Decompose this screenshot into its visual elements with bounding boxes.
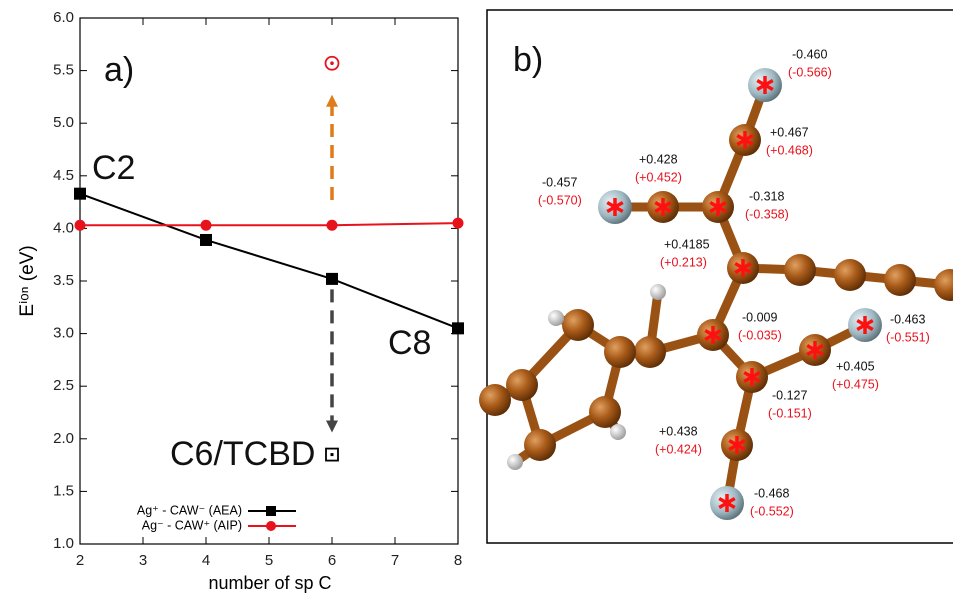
series-line [80, 223, 458, 225]
charge-neutral: +0.4185 [664, 237, 710, 251]
y-tick-label: 3.0 [53, 325, 74, 342]
panel-label: b) [513, 41, 543, 79]
atom [634, 336, 666, 368]
x-tick-label: 2 [76, 552, 84, 569]
extra-point [326, 57, 339, 70]
atom [479, 384, 511, 416]
figure: number of sp C Eⁱᵒⁿ (eV) b) 1.0 1.5 2.0 2.5… [0, 0, 953, 596]
y-tick-label: 6.0 [53, 9, 74, 26]
y-tick-label: 2.0 [53, 430, 74, 447]
charge-neutral: +0.438 [659, 424, 698, 438]
data-point [75, 220, 86, 231]
atom [604, 336, 636, 368]
extra-point [326, 449, 338, 461]
annotation: C8 [388, 324, 431, 362]
charge-ion: (-0.358) [745, 207, 789, 221]
charge-neutral: +0.405 [836, 359, 875, 373]
y-tick-label: 1.5 [53, 482, 74, 499]
annotation: C2 [92, 149, 135, 187]
legend-label: Ag⁻ - CAW⁺ (AIP) [142, 518, 242, 532]
charge-ion: (+0.213) [660, 255, 707, 269]
atom [507, 454, 523, 470]
charge-ion: (-0.551) [886, 330, 930, 344]
x-tick-label: 6 [328, 552, 336, 569]
atom [506, 369, 538, 401]
atom [650, 284, 666, 300]
legend-marker [266, 521, 276, 531]
data-point [200, 234, 212, 246]
charge-ion: (+0.452) [635, 170, 682, 184]
charge-neutral: -0.457 [542, 175, 577, 189]
y-tick-label: 5.5 [53, 62, 74, 79]
marker-dot [331, 453, 334, 456]
annotation: C6/TCBD [170, 435, 315, 473]
charge-ion: (-0.552) [750, 504, 794, 518]
atom [834, 259, 866, 291]
annotation: a) [104, 51, 134, 89]
charge-ion: (+0.424) [655, 442, 702, 456]
y-tick-label: 1.0 [53, 535, 74, 552]
atom [524, 429, 556, 461]
page: {"chart_data": {"type": "line", "x_label… [0, 0, 953, 596]
arrow-head [326, 420, 338, 432]
data-point [326, 273, 338, 285]
atom [562, 309, 594, 341]
y-axis-title: Eⁱᵒⁿ (eV) [17, 245, 38, 316]
charge-neutral: +0.467 [770, 125, 809, 139]
data-point [74, 188, 86, 200]
charge-neutral: -0.463 [890, 312, 925, 326]
series-line [80, 194, 458, 329]
charge-neutral: +0.428 [639, 152, 678, 166]
y-tick-label: 4.0 [53, 219, 74, 236]
x-tick-label: 8 [454, 552, 462, 569]
atom [548, 310, 564, 326]
x-axis-title: number of sp C [208, 573, 331, 593]
x-tick-label: 5 [265, 552, 273, 569]
charge-ion: (-0.151) [768, 406, 812, 420]
arrow-head [326, 95, 338, 107]
atom [884, 264, 916, 296]
charge-ion: (+0.475) [832, 377, 879, 391]
charge-ion: (-0.570) [538, 193, 582, 207]
atom [589, 396, 621, 428]
charge-neutral: -0.318 [749, 189, 784, 203]
charge-ion: (-0.566) [788, 65, 832, 79]
charge-ion: (-0.035) [738, 328, 782, 342]
y-tick-label: 5.0 [53, 114, 74, 131]
x-tick-label: 3 [139, 552, 147, 569]
legend-marker [266, 506, 276, 516]
data-point [452, 322, 464, 334]
data-point [327, 220, 338, 231]
x-tick-label: 7 [391, 552, 399, 569]
molecule [479, 68, 953, 520]
charge-neutral: -0.460 [792, 47, 827, 61]
atom [934, 269, 953, 301]
y-tick-label: 4.5 [53, 167, 74, 184]
y-tick-label: 3.5 [53, 272, 74, 289]
y-tick-label: 2.5 [53, 377, 74, 394]
x-tick-label: 4 [202, 552, 210, 569]
atom [784, 254, 816, 286]
charge-ion: (+0.468) [766, 143, 813, 157]
charge-neutral: -0.468 [754, 486, 789, 500]
marker-dot [330, 61, 334, 65]
charge-neutral: -0.127 [772, 388, 807, 402]
charge-neutral: -0.009 [742, 310, 777, 324]
atom [610, 424, 626, 440]
data-point [201, 220, 212, 231]
legend-label: Ag⁺ - CAW⁻ (AEA) [137, 503, 242, 517]
data-point [453, 218, 464, 229]
